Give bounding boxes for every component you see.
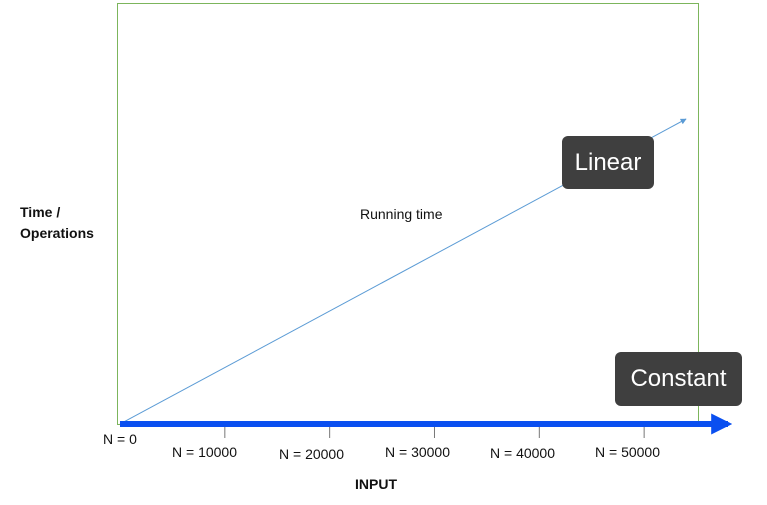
x-tick-label-4: N = 40000	[490, 445, 555, 461]
x-tick-label-5: N = 50000	[595, 444, 660, 460]
linear-badge: Linear	[562, 136, 654, 189]
x-axis-label: INPUT	[355, 476, 397, 492]
y-axis-label-line-1: Time /	[20, 204, 61, 220]
y-axis-label-line-2: Operations	[20, 225, 94, 241]
x-tick-label-3: N = 30000	[385, 444, 450, 460]
x-tick-label-1: N = 10000	[172, 444, 237, 460]
x-tick-label-2: N = 20000	[279, 446, 344, 462]
y-axis-label: Time / Operations	[20, 202, 94, 244]
running-time-label: Running time	[360, 206, 443, 222]
constant-badge: Constant	[615, 352, 742, 406]
origin-label: N = 0	[103, 431, 137, 447]
